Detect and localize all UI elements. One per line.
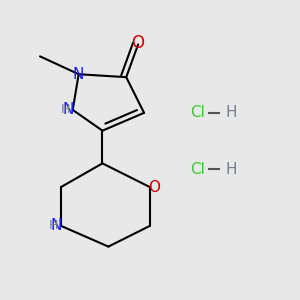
Text: Cl: Cl: [190, 162, 205, 177]
Text: N: N: [63, 102, 74, 117]
Text: O: O: [148, 180, 160, 195]
Text: H: H: [60, 103, 70, 116]
Text: N: N: [51, 218, 62, 233]
Text: H: H: [226, 105, 237, 120]
Text: N: N: [73, 67, 84, 82]
Text: H: H: [226, 162, 237, 177]
Text: O: O: [132, 34, 145, 52]
Text: Cl: Cl: [190, 105, 205, 120]
Text: H: H: [49, 219, 58, 232]
